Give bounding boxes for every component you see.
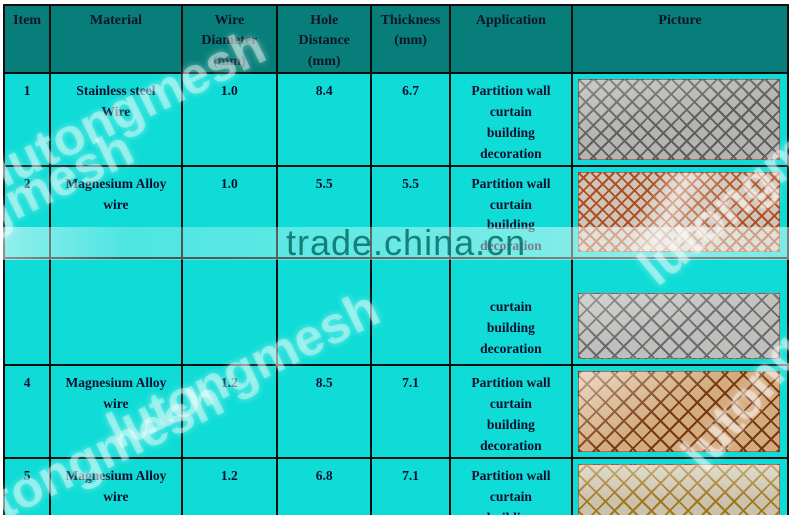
wire-diameter-cell <box>180 257 279 367</box>
table-row: curtain building decoration <box>2 257 789 367</box>
trade-china-watermark-banner: trade.china.cn <box>0 222 800 263</box>
picture-cell <box>571 71 789 167</box>
trade-china-watermark-text: trade.china.cn <box>286 222 527 263</box>
header-wire-diameter: Wire Diameter (mm) <box>180 4 279 74</box>
material-cell: Magnesium Alloy wire <box>49 364 183 459</box>
item-cell <box>2 257 52 367</box>
material-cell <box>49 257 183 367</box>
application-cell: Partition wall curtain building decorati… <box>448 71 574 167</box>
header-hole-distance: Hole Distance (mm) <box>276 4 373 74</box>
application-cell: Partition wall curtain building decorati… <box>448 364 574 459</box>
thickness-cell: 7.1 <box>370 456 451 515</box>
mesh-picture <box>578 371 780 452</box>
header-material: Material <box>49 4 183 74</box>
table-row: 1 Stainless steel Wire 1.0 8.4 6.7 Partition … <box>2 71 789 167</box>
header-item: Item <box>2 4 52 74</box>
wire-diameter-cell: 1.2 <box>180 456 279 515</box>
header-application: Application <box>448 4 574 74</box>
thickness-cell <box>370 257 451 367</box>
picture-cell <box>571 364 789 459</box>
header-picture: Picture <box>571 4 789 74</box>
thickness-cell: 6.7 <box>370 71 451 167</box>
hole-distance-cell: 8.4 <box>276 71 373 167</box>
table-row: 4 Magnesium Alloy wire 1.2 8.5 7.1 Partition … <box>2 364 789 459</box>
material-cell: Magnesium Alloy wire <box>49 456 183 515</box>
application-cell: Partition wall curtain building decorati… <box>448 456 574 515</box>
wire-diameter-cell: 1.0 <box>180 71 279 167</box>
application-cell: curtain building decoration <box>448 257 574 367</box>
mesh-picture <box>578 293 780 360</box>
thickness-cell: 7.1 <box>370 364 451 459</box>
hole-distance-cell: 8.5 <box>276 364 373 459</box>
picture-cell <box>571 257 789 367</box>
material-cell: Stainless steel Wire <box>49 71 183 167</box>
header-thickness: Thickness (mm) <box>370 4 451 74</box>
hole-distance-cell: 6.8 <box>276 456 373 515</box>
mesh-picture <box>578 463 780 515</box>
table-header-row: Item Material Wire Diameter (mm) Hole Di… <box>2 4 789 74</box>
hole-distance-cell <box>276 257 373 367</box>
table-body: 1 Stainless steel Wire 1.0 8.4 6.7 Partition … <box>2 71 789 515</box>
picture-cell <box>571 456 789 515</box>
wire-diameter-cell: 1.2 <box>180 364 279 459</box>
item-cell: 4 <box>2 364 52 459</box>
mesh-picture <box>578 78 780 160</box>
table-row: 5 Magnesium Alloy wire 1.2 6.8 7.1 Partition … <box>2 456 789 515</box>
item-cell: 5 <box>2 456 52 515</box>
item-cell: 1 <box>2 71 52 167</box>
